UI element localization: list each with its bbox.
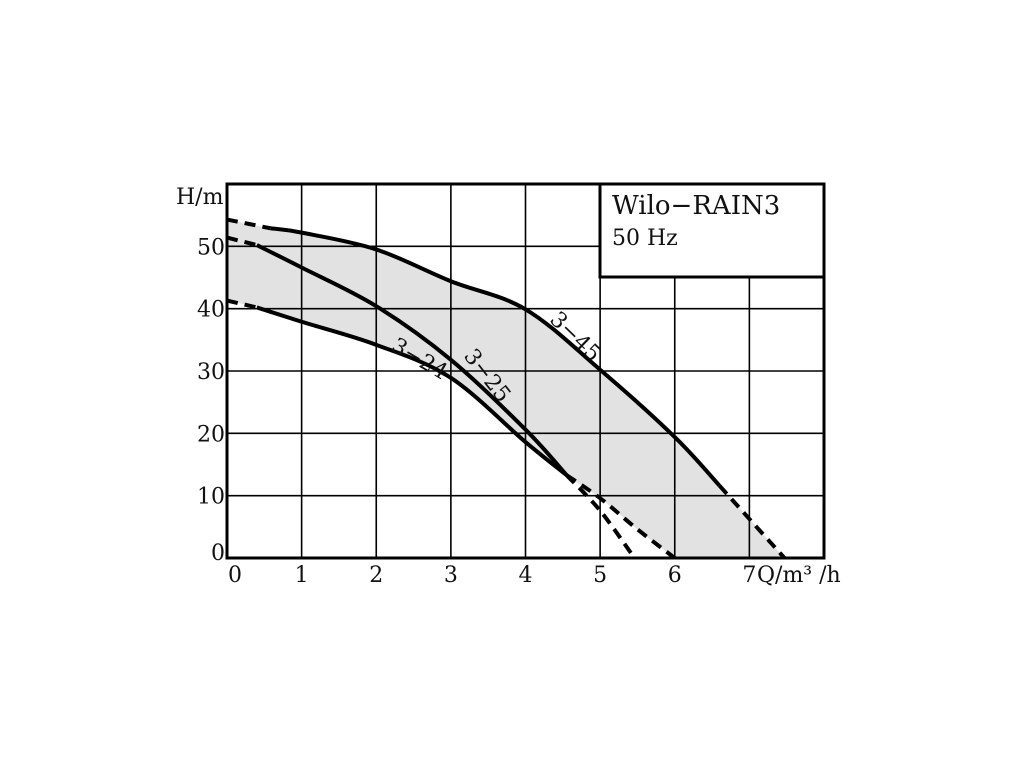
x-tick-label: 7	[742, 563, 756, 588]
y-axis-label: H/m	[176, 185, 224, 210]
x-tick-label: 6	[668, 563, 682, 588]
y-tick-label: 0	[211, 541, 225, 566]
curve-dashed-start	[226, 298, 258, 310]
curve-solid	[256, 305, 568, 477]
curve-325	[226, 235, 637, 560]
curve-dashed-end	[718, 484, 786, 560]
chart-subtitle: 50 Hz	[612, 226, 678, 251]
x-axis-label: Q/m³ /h	[757, 563, 841, 588]
x-tick-label: 2	[369, 563, 383, 588]
curve-dashed-end	[565, 473, 676, 560]
x-tick-label: 3	[444, 563, 458, 588]
curve-dashed-end	[565, 473, 637, 560]
curve-345	[226, 217, 786, 560]
x-tick-label: 0	[228, 563, 242, 588]
x-tick-label: 5	[593, 563, 607, 588]
curve-dashed-start	[226, 235, 258, 248]
y-tick-label: 30	[197, 360, 225, 385]
chart-title: Wilo−RAIN3	[612, 191, 780, 221]
plot-frame	[225, 182, 826, 560]
pump-curves	[226, 217, 786, 560]
curve-solid	[270, 226, 721, 488]
y-tick-label: 10	[197, 485, 225, 510]
title-box	[598, 182, 826, 279]
y-tick-label: 50	[197, 235, 225, 260]
y-tick-label: 40	[197, 298, 225, 323]
curve-dashed-start	[226, 217, 271, 231]
operating-range-fill	[227, 219, 785, 558]
x-tick-label: 1	[295, 563, 309, 588]
tick-labels: 0 1 2 3 4 5 6 7 0 10 20 30 40 50	[197, 235, 756, 588]
curve-solid	[255, 243, 569, 477]
curve-324	[226, 298, 676, 560]
x-tick-label: 4	[519, 563, 533, 588]
y-tick-label: 20	[197, 422, 225, 447]
